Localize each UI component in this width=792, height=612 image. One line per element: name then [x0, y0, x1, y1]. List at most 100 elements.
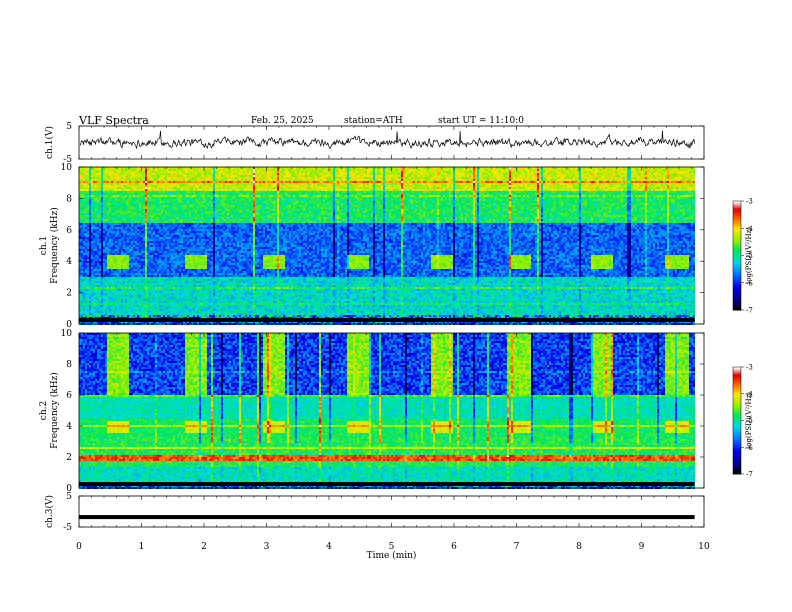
colorbar-segment: [733, 220, 741, 224]
colorbar-segment: [733, 300, 741, 304]
colorbar-segment: [733, 395, 741, 398]
colorbar-segment: [733, 441, 741, 445]
colorbar-segment: [733, 231, 741, 235]
y-tick-label: 8: [66, 194, 72, 204]
colorbar-segment: [733, 273, 741, 276]
colorbar-segment: [733, 251, 741, 255]
y-tick-label: 8: [66, 360, 72, 370]
colorbar-tick-label: -3: [746, 364, 753, 372]
colorbar-segment: [733, 450, 741, 454]
ch1-spectrogram-dc-band: [79, 318, 695, 322]
colorbar-segment: [733, 282, 741, 286]
y-tick-label: -5: [63, 155, 72, 165]
colorbar-tick-label: -7: [746, 307, 753, 315]
ch2-spectrogram-cells: [79, 333, 695, 489]
colorbar-segment: [733, 201, 741, 204]
colorbar-segment: [733, 299, 741, 302]
colorbar-segment: [733, 406, 741, 409]
colorbar-segment: [733, 375, 741, 379]
colorbar-segment: [733, 404, 741, 407]
y-tick-label: 10: [61, 163, 73, 173]
colorbar-segment: [733, 228, 741, 231]
colorbar-segment: [733, 456, 741, 459]
colorbar-segment: [733, 374, 741, 377]
y-tick-label: -5: [63, 523, 72, 533]
colorbar-segment: [733, 463, 741, 466]
colorbar-segment: [733, 235, 741, 238]
colorbar-segment: [733, 266, 741, 269]
y-tick-label: 0: [66, 484, 72, 494]
colorbar-segment: [733, 443, 741, 446]
colorbar-segment: [733, 400, 741, 404]
ch3-waveform-frame: [78, 495, 705, 528]
x-tick-label: 7: [514, 542, 520, 552]
colorbar-segment: [733, 438, 741, 441]
ch3-waveform-ylabel: ch.3(V): [44, 495, 55, 528]
colorbar-segment: [733, 239, 741, 242]
colorbar-segment: [733, 246, 741, 249]
colorbar-segment: [733, 452, 741, 455]
colorbar-segment: [733, 237, 741, 240]
colorbar-segment: [733, 206, 741, 209]
colorbar-segment: [733, 466, 741, 470]
colorbar-segment: [733, 397, 741, 400]
colorbar-segment: [733, 424, 741, 427]
colorbar-segment: [733, 384, 741, 388]
colorbar-segment: [733, 204, 741, 207]
colorbar-segment: [733, 230, 741, 233]
colorbar-segment: [733, 472, 741, 475]
colorbar-tick-label: -7: [746, 471, 753, 479]
colorbar-segment: [733, 308, 741, 311]
colorbar-segment: [733, 454, 741, 457]
x-tick-label: 5: [389, 542, 395, 552]
colorbar-tick-label: -4: [746, 390, 753, 398]
y-tick-label: 10: [61, 329, 73, 339]
colorbar-segment: [733, 277, 741, 280]
colorbar-segment: [733, 306, 741, 309]
colorbar-segment: [733, 402, 741, 405]
colorbar-segment: [733, 379, 741, 382]
x-axis-label: Time (min): [367, 550, 417, 561]
colorbar-segment: [733, 413, 741, 416]
colorbar-tick-label: -3: [746, 198, 753, 206]
colorbar-segment: [733, 213, 741, 217]
colorbar-segment: [733, 302, 741, 306]
y-tick-label: 2: [66, 453, 72, 463]
colorbar-segment: [733, 253, 741, 256]
chart-title: VLF Spectra: [79, 114, 149, 127]
ch2-spectrogram-ylabel-channel: ch.2: [39, 401, 49, 420]
colorbar-segment: [733, 286, 741, 289]
colorbar-segment: [733, 262, 741, 266]
colorbar-segment: [733, 429, 741, 432]
colorbar-segment: [733, 391, 741, 395]
colorbar-segment: [733, 399, 741, 402]
ch2-spectrogram-dc-band: [79, 482, 695, 486]
colorbar-segment: [733, 372, 741, 375]
colorbar-tick-label: -6: [746, 444, 753, 452]
ch2-spectrogram-ylabel-frequency: Frequency (kHz): [49, 372, 60, 449]
colorbar-segment: [733, 370, 741, 373]
colorbar-segment: [733, 248, 741, 251]
colorbar-segment: [733, 447, 741, 450]
colorbar-segment: [733, 240, 741, 244]
colorbar-segment: [733, 210, 741, 213]
ch1-spectrogram-ylabel-frequency: Frequency (kHz): [49, 207, 60, 284]
colorbar-segment: [733, 459, 741, 463]
colorbar-segment: [733, 457, 741, 461]
colorbar-segment: [733, 290, 741, 293]
colorbar-segment: [733, 390, 741, 393]
colorbar-tick-label: -5: [746, 252, 753, 260]
colorbar-tick-label: -4: [746, 225, 753, 233]
ch3-waveform-trace: [79, 515, 695, 520]
colorbar-segment: [733, 393, 741, 397]
x-tick-label: 6: [451, 542, 457, 552]
colorbar-segment: [733, 268, 741, 271]
colorbar-segment: [733, 222, 741, 226]
colorbar-segment: [733, 409, 741, 413]
colorbar-tick-label: -6: [746, 279, 753, 287]
date-label: Feb. 25, 2025: [251, 116, 314, 126]
colorbar-segment: [733, 436, 741, 439]
colorbar-segment: [733, 425, 741, 429]
y-tick-label: 6: [66, 391, 72, 401]
